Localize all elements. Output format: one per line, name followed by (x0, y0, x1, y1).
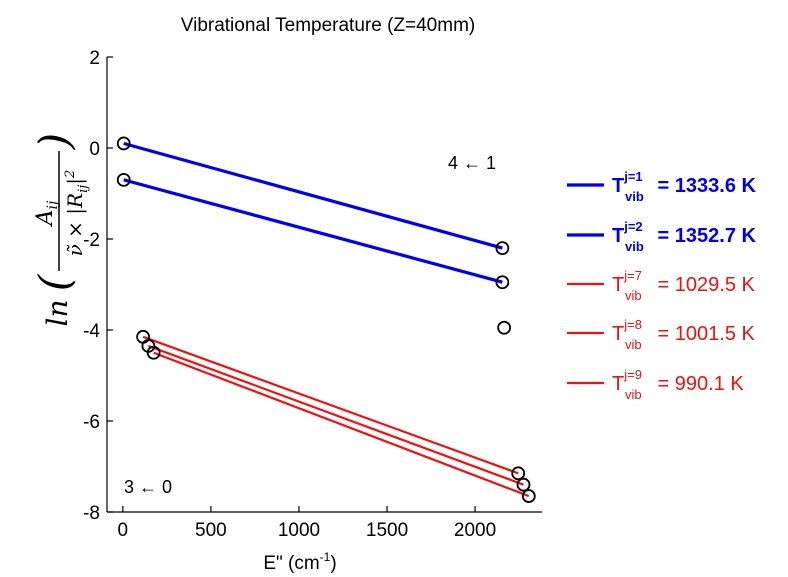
legend-label-sub: vib (625, 239, 644, 254)
series-lines (123, 141, 530, 498)
legend-label-value: = 1029.5 K (652, 274, 756, 296)
y-axis-label-ln: ln (41, 300, 74, 327)
x-tick-label: 1000 (278, 520, 320, 541)
y-tick-label: -4 (83, 321, 100, 342)
legend-label-sup: j=7 (623, 268, 642, 283)
legend-label: Tj=9 vib = 990.1 K (612, 367, 744, 402)
data-point (495, 241, 510, 256)
x-axis-label: E" (cm-1) (263, 550, 336, 574)
series-line-5 (142, 335, 519, 475)
legend-label-value: = 1352.7 K (652, 225, 757, 247)
y-tick-label: -6 (83, 412, 100, 433)
legend-label-T: T (612, 225, 624, 247)
legend-label-sub: vib (625, 288, 642, 303)
data-point (495, 275, 510, 290)
data-point (116, 172, 131, 187)
legend-label-sub: vib (625, 189, 644, 204)
x-tick-label: 2000 (454, 520, 496, 541)
legend-label: Tj=7 vib = 1029.5 K (612, 268, 756, 303)
x-tick-label: 0 (118, 520, 129, 541)
legend: Tj=1 vib = 1333.6 K Tj=2 vib = 1352.7 K Tj=7… (567, 169, 757, 402)
legend-label: Tj=1 vib = 1333.6 K (612, 169, 757, 204)
series-line-3 (153, 351, 530, 498)
annotation-4-1: 4 ← 1 (448, 153, 496, 173)
data-point (521, 489, 536, 503)
legend-label-T: T (612, 274, 624, 296)
legend-label: Tj=2 vib = 1352.7 K (612, 219, 757, 254)
y-axis-label-denominator: ν̃ × |Rij|2 (63, 170, 91, 257)
chart-title: Vibrational Temperature (Z=40mm) (181, 15, 475, 36)
y-axis-label-paren-close: ) (30, 133, 79, 150)
legend-label-T: T (612, 323, 624, 345)
series-line-4 (148, 344, 524, 486)
y-axis-label-paren-open: ( (30, 273, 79, 291)
axes: 2 0 -2 -4 -6 -8 0 500 1000 1500 2000 (83, 48, 542, 541)
legend-label-value: = 1333.6 K (652, 175, 757, 197)
legend-label-value: = 1001.5 K (652, 323, 756, 345)
x-tick-label: 500 (195, 520, 227, 541)
legend-label-sup: j=8 (623, 317, 642, 332)
legend-label-sub: vib (625, 387, 642, 402)
legend-label-sup: j=1 (623, 169, 642, 184)
data-point (516, 477, 531, 492)
legend-label-sup: j=2 (623, 219, 642, 234)
legend-label-sub: vib (625, 337, 642, 352)
data-point (511, 466, 526, 481)
legend-label: Tj=8 vib = 1001.5 K (612, 317, 756, 352)
data-point (146, 345, 161, 360)
y-axis-label-numerator: Aij (33, 200, 61, 227)
y-axis-label: ln ( Aij ν̃ × |Rij|2 ) (30, 133, 91, 327)
legend-label-value: = 990.1 K (652, 373, 744, 395)
series-line-2 (123, 178, 503, 284)
annotation-3-0: 3 ← 0 (124, 477, 172, 497)
y-tick-label: -2 (83, 230, 100, 251)
x-axis-label-sup: -1 (320, 550, 331, 564)
legend-label-sup: j=9 (623, 367, 642, 382)
x-tick-label: 1500 (366, 520, 408, 541)
y-tick-label: 2 (89, 48, 100, 69)
legend-label-T: T (612, 373, 624, 395)
markers (116, 136, 536, 503)
data-point (116, 136, 131, 151)
legend-label-T: T (612, 175, 624, 197)
x-axis-label-close: ) (330, 553, 336, 574)
y-tick-label: -8 (83, 503, 100, 524)
series-line-1 (123, 141, 503, 250)
data-point (497, 320, 512, 335)
y-tick-label: 0 (89, 139, 100, 160)
